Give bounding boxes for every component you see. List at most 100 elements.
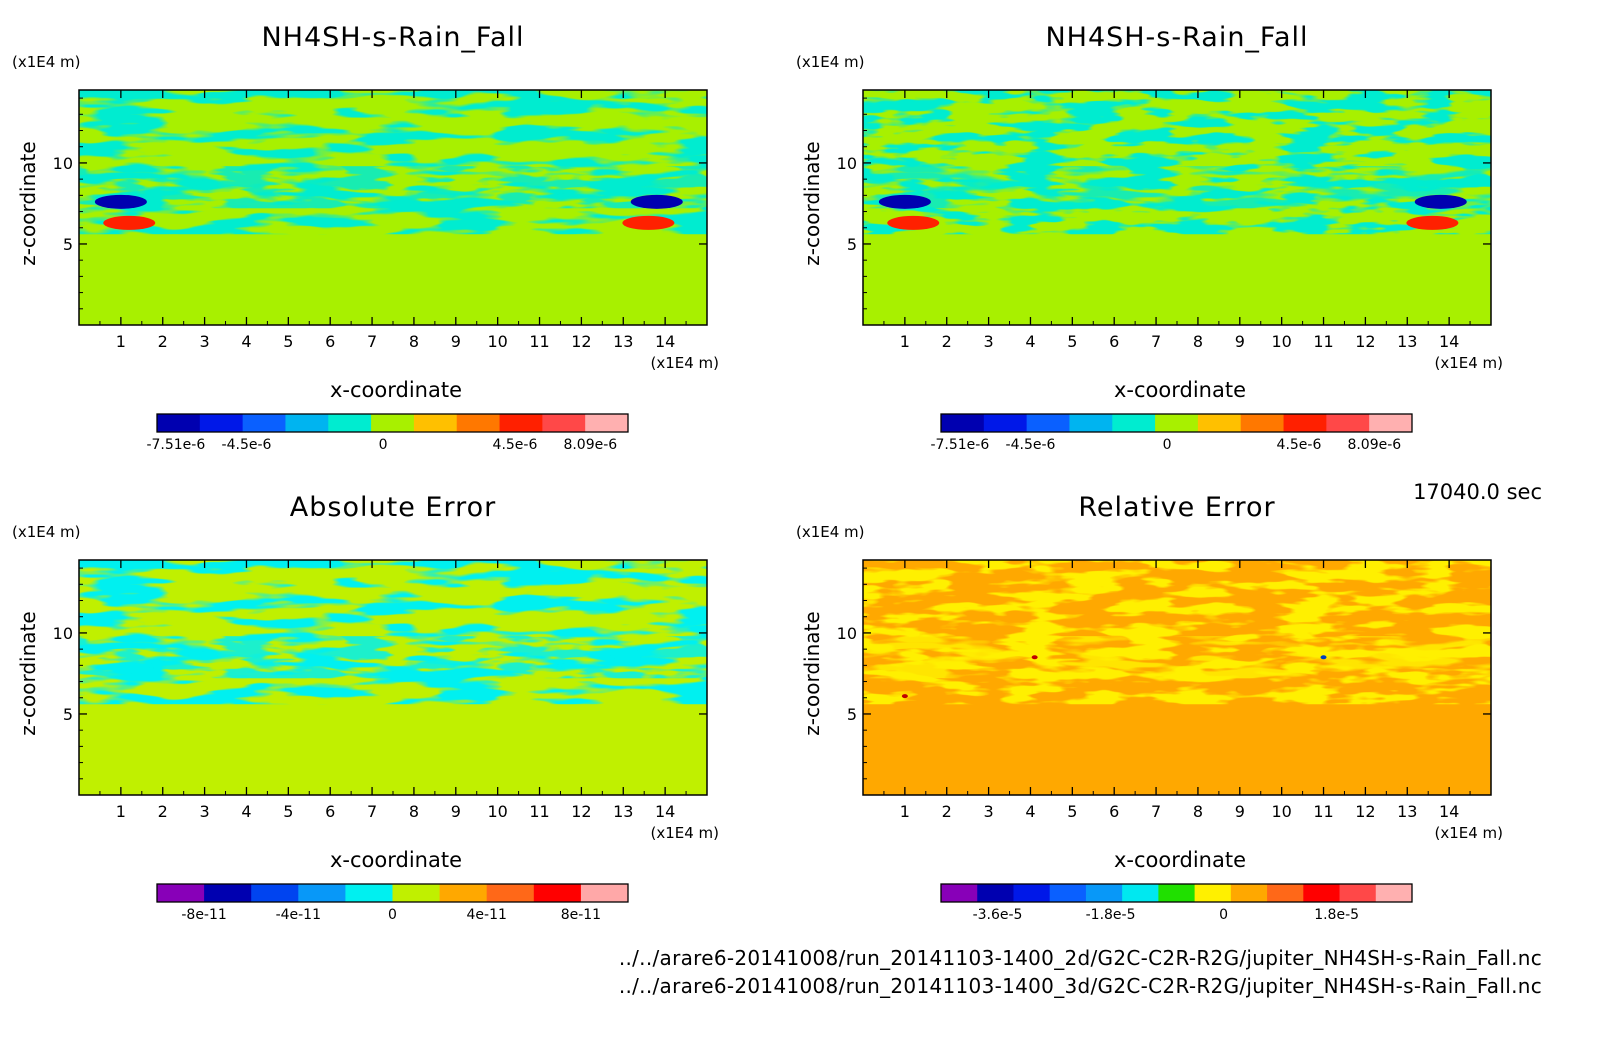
file-path-2d: ../../arare6-20141008/run_20141103-1400_…	[618, 946, 1542, 970]
colorbar-swatch	[1230, 884, 1268, 902]
colorbar-swatch	[328, 414, 372, 432]
field-feature	[630, 194, 683, 209]
x-tick-label: 14	[1439, 332, 1459, 351]
colorbar-swatch	[439, 884, 488, 902]
x-tick-label: 8	[409, 802, 419, 821]
colorbar-swatch	[983, 414, 1028, 432]
x-tick-label: 6	[325, 332, 335, 351]
colorbar-swatch	[941, 414, 985, 432]
z-tick-label: 10	[53, 624, 73, 643]
x-tick-label: 11	[1313, 802, 1333, 821]
z-unit-label: (x1E4 m)	[12, 523, 81, 541]
colorbar-label: 8.09e-6	[563, 437, 617, 453]
colorbar-label: 4.5e-6	[493, 437, 538, 453]
colorbar-swatch	[1069, 414, 1113, 432]
x-tick-label: 11	[1313, 332, 1333, 351]
colorbar-swatch	[1339, 884, 1377, 902]
x-tick-label: 5	[1067, 802, 1077, 821]
field-bands	[863, 560, 1491, 705]
colorbar-swatch	[242, 414, 286, 432]
colorbar-label: -4.5e-6	[222, 437, 272, 453]
x-tick-label: 12	[571, 802, 591, 821]
x-unit-label: (x1E4 m)	[650, 824, 719, 842]
x-tick-label: 9	[451, 332, 461, 351]
x-tick-label: 3	[200, 802, 210, 821]
x-tick-label: 13	[613, 802, 633, 821]
colorbar-label: 0	[1219, 907, 1228, 923]
colorbar-swatch	[1049, 884, 1087, 902]
colorbar-swatch	[977, 884, 1014, 902]
x-tick-label: 10	[1271, 802, 1291, 821]
colorbar-swatch	[413, 414, 458, 432]
x-tick-label: 1	[116, 332, 126, 351]
z-tick-label: 5	[847, 235, 857, 254]
field-feature	[901, 694, 908, 699]
colorbar-swatch	[345, 884, 393, 902]
y-axis-label: z-coordinate	[800, 141, 824, 265]
colorbar-swatch	[1369, 414, 1413, 432]
colorbar-swatch	[580, 884, 629, 902]
x-tick-label: 12	[571, 332, 591, 351]
x-tick-label: 9	[1235, 332, 1245, 351]
x-tick-label: 2	[158, 802, 168, 821]
colorbar-swatch	[157, 414, 201, 432]
x-tick-label: 3	[984, 332, 994, 351]
chart-title: Relative Error	[1078, 492, 1275, 523]
x-tick-label: 6	[1109, 802, 1119, 821]
colorbar-frame	[156, 883, 629, 903]
colorbar-swatch	[392, 884, 441, 902]
x-tick-label: 4	[241, 332, 251, 351]
x-tick-label: 7	[1151, 802, 1161, 821]
colorbar-label: 8e-11	[561, 907, 601, 923]
z-tick-label: 10	[837, 624, 857, 643]
colorbar-frame	[940, 413, 1413, 433]
x-tick-label: 1	[116, 802, 126, 821]
colorbar-swatch	[456, 414, 501, 432]
colorbar-swatch	[285, 414, 329, 432]
x-tick-label: 9	[451, 802, 461, 821]
x-tick-label: 10	[487, 802, 507, 821]
x-tick-label: 10	[487, 332, 507, 351]
colorbar-frame	[156, 413, 629, 433]
colorbar-swatch	[199, 414, 244, 432]
x-tick-label: 5	[1067, 332, 1077, 351]
colorbar-swatch	[1155, 414, 1199, 432]
field-bands	[863, 90, 1491, 235]
x-tick-label: 4	[1025, 802, 1035, 821]
x-tick-label: 14	[655, 332, 675, 351]
field-feature	[1406, 215, 1459, 230]
z-tick-label: 10	[53, 154, 73, 173]
x-axis-label: x-coordinate	[330, 848, 462, 872]
colorbar-label: 1.8e-5	[1314, 907, 1359, 923]
colorbar-swatch	[542, 414, 586, 432]
file-path-3d: ../../arare6-20141008/run_20141103-1400_…	[618, 974, 1542, 998]
time-label: 17040.0 sec	[1413, 480, 1542, 504]
colorbar-swatch	[1026, 414, 1070, 432]
colorbar-swatch	[1112, 414, 1156, 432]
x-tick-label: 1	[900, 802, 910, 821]
colorbar-swatch	[371, 414, 415, 432]
field-bands-mid	[863, 636, 1491, 679]
field-bands-mid	[79, 636, 707, 679]
x-tick-label: 10	[1271, 332, 1291, 351]
x-tick-label: 13	[1397, 802, 1417, 821]
x-tick-label: 8	[409, 332, 419, 351]
colorbar-swatch	[1158, 884, 1196, 902]
z-tick-label: 5	[847, 705, 857, 724]
z-tick-label: 5	[63, 705, 73, 724]
x-tick-label: 9	[1235, 802, 1245, 821]
field-feature	[103, 215, 156, 230]
x-axis-label: x-coordinate	[1114, 378, 1246, 402]
field-bands-mid	[79, 166, 707, 209]
colorbar-swatch	[1085, 884, 1123, 902]
z-tick-label: 5	[63, 235, 73, 254]
x-unit-label: (x1E4 m)	[1434, 354, 1503, 372]
x-tick-label: 2	[158, 332, 168, 351]
colorbar-swatch	[298, 884, 346, 902]
colorbar-label: 0	[388, 907, 397, 923]
chart-title: NH4SH-s-Rain_Fall	[261, 22, 524, 53]
x-tick-label: 1	[900, 332, 910, 351]
